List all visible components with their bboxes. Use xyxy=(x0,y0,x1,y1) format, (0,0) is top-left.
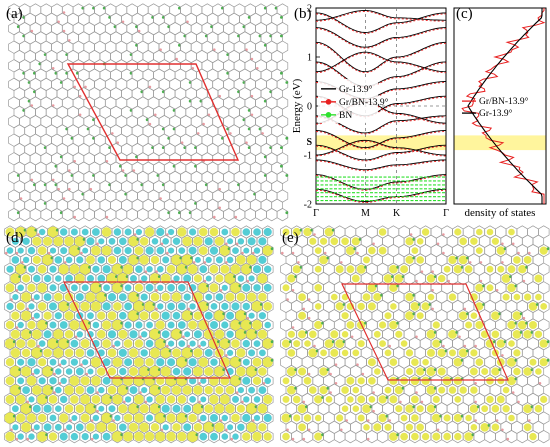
legend-label: BN xyxy=(339,111,352,121)
panel-c: density of states Gr/BN-13.9° Gr-13.9° (c) xyxy=(450,0,550,222)
supercell-outline xyxy=(63,281,231,379)
lattice-group xyxy=(280,225,550,444)
panel-e-label: (e) xyxy=(282,230,299,246)
band-structure-chart: -2 -1 0 1 2 S Γ M K Γ Energy (eV) Gr-13.9° Gr/BN-13.… xyxy=(291,4,449,220)
panel-b: -2 -1 0 1 2 S Γ M K Γ Energy (eV) Gr-13.9° Gr/BN-13.… xyxy=(290,0,450,222)
y-tick-label: 1 xyxy=(307,53,312,64)
band-lines xyxy=(315,10,447,203)
y-tick-label: 2 xyxy=(307,4,312,15)
legend-label: Gr-13.9° xyxy=(479,108,513,119)
panel-c-label: (c) xyxy=(456,6,473,22)
legend-marker xyxy=(325,112,332,118)
lattice-a xyxy=(8,3,289,222)
panel-d: (d) xyxy=(0,224,274,447)
x-tick-label: K xyxy=(393,208,401,219)
lattice-e xyxy=(280,225,550,444)
y-tick-label: 0 xyxy=(307,102,312,113)
y-axis-label: Energy (eV) xyxy=(291,78,303,133)
highlight-band xyxy=(454,135,546,151)
lattice-group xyxy=(4,225,274,444)
legend-marker xyxy=(325,99,332,105)
x-axis-label: density of states xyxy=(465,207,536,219)
y-tick-label: -2 xyxy=(304,200,312,211)
x-tick-label: Γ xyxy=(443,208,449,219)
lattice-group xyxy=(8,3,289,222)
dos-series-gr xyxy=(467,8,543,204)
supercell-outline xyxy=(66,63,240,161)
legend-label: Gr-13.9° xyxy=(339,84,373,95)
x-tick-label: M xyxy=(361,208,370,219)
legend-label: Gr/BN-13.9° xyxy=(479,96,529,107)
plot-frame xyxy=(453,7,547,205)
legend: Gr/BN-13.9°Gr-13.9° xyxy=(462,96,529,119)
x-tick-label: Γ xyxy=(313,208,319,219)
panel-e: (e) xyxy=(276,224,550,447)
supercell-outline xyxy=(341,283,509,381)
panel-a: (a) xyxy=(0,0,290,222)
dos-series-grbn xyxy=(461,8,546,204)
lattice-d xyxy=(4,225,274,444)
panel-a-label: (a) xyxy=(6,6,23,22)
legend-label: Gr/BN-13.9° xyxy=(339,97,389,108)
y-tick-label: -1 xyxy=(304,151,312,162)
fermi-marker-label: S xyxy=(306,137,312,148)
panel-d-label: (d) xyxy=(6,230,24,246)
panel-b-label: (b) xyxy=(294,6,312,22)
dos-chart: density of states Gr/BN-13.9°Gr-13.9° xyxy=(453,7,547,219)
legend: Gr-13.9° Gr/BN-13.9° BN xyxy=(318,79,389,124)
